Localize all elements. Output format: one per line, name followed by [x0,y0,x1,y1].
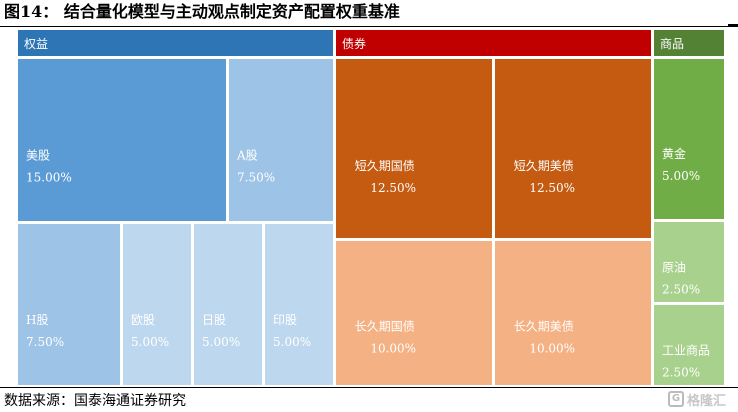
cell-value-group-0-item-2: 7.50% [26,335,64,349]
cell-value-group-0-item-1: 7.50% [237,170,275,184]
figure-title: 图14： 结合量化模型与主动观点制定资产配置权重基准 [4,2,400,21]
cell-name-group-2-item-2: 工业商品 [662,343,710,358]
group-label-2: 商品 [660,36,684,51]
treemap-cell-group-0-item-0 [18,59,226,221]
cell-name-group-0-item-5: 印股 [273,313,297,327]
group-label-0: 权益 [24,37,48,51]
treemap-cell-group-0-item-1 [229,59,333,221]
treemap-cell-group-1-item-1 [495,59,651,238]
cell-name-group-0-item-0: 美股 [26,148,50,162]
group-header-0 [18,30,333,56]
source-rule [0,387,738,388]
source-note: 数据来源：国泰海通证券研究 [4,393,186,409]
cell-name-group-0-item-3: 欧股 [131,313,155,327]
corner-dash [728,24,738,26]
watermark-logo-icon: G [668,391,684,407]
cell-value-group-0-item-0: 15.00% [26,170,72,184]
cell-value-group-2-item-2: 2.50% [662,366,700,380]
cell-value-group-1-item-3: 10.00% [529,341,575,355]
treemap-cell-group-1-item-3 [495,241,651,385]
cell-name-group-2-item-0: 黄金 [662,146,686,161]
cell-value-group-0-item-5: 5.00% [273,335,311,349]
cell-value-group-0-item-3: 5.00% [131,335,169,349]
cell-name-group-2-item-1: 原油 [662,261,686,275]
cell-value-group-2-item-0: 5.00% [662,169,700,183]
watermark: G 格隆汇 [668,389,734,409]
cell-name-group-0-item-1: A股 [236,148,258,162]
cell-value-group-1-item-1: 12.50% [529,181,575,195]
title-rule [0,26,738,27]
cell-name-group-1-item-2: 长久期国债 [355,319,415,333]
treemap-cell-group-0-item-5 [265,224,333,385]
treemap-cell-group-2-item-2 [654,305,724,385]
cell-name-group-1-item-1: 短久期美债 [514,159,574,173]
treemap-cell-group-2-item-1 [654,222,724,302]
cell-value-group-2-item-1: 2.50% [662,283,700,297]
cell-value-group-1-item-2: 10.00% [370,341,416,355]
group-header-2 [654,30,724,56]
cell-value-group-1-item-0: 12.50% [370,181,416,195]
treemap-cell-group-1-item-2 [336,241,492,385]
treemap-cell-group-0-item-2 [18,224,120,385]
group-label-1: 债券 [342,36,366,51]
treemap-cell-group-0-item-3 [123,224,191,385]
cell-name-group-1-item-0: 短久期国债 [355,159,415,173]
watermark-text: 格隆汇 [687,393,727,409]
group-header-1 [336,30,651,56]
cell-name-group-1-item-3: 长久期美债 [514,319,574,333]
cell-name-group-0-item-4: 日股 [202,313,226,327]
treemap-cell-group-0-item-4 [194,224,262,385]
cell-value-group-0-item-4: 5.00% [202,335,240,349]
treemap-cell-group-2-item-0 [654,59,724,219]
cell-name-group-0-item-2: H股 [26,313,48,327]
treemap-cell-group-1-item-0 [336,59,492,238]
